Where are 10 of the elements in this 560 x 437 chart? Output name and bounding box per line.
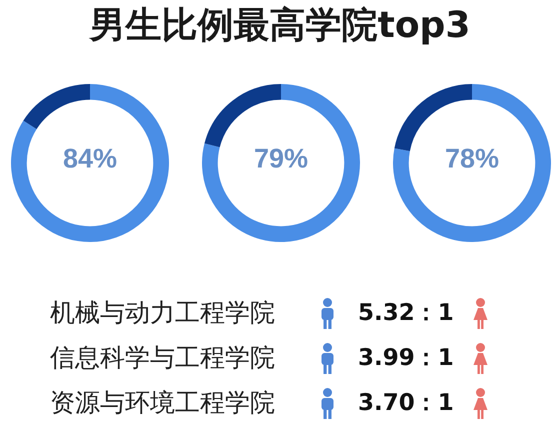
data-label: 84% bbox=[62, 143, 118, 174]
data-label: 79% bbox=[254, 143, 308, 174]
category-label: 机械与动力工程学院 bbox=[50, 297, 275, 329]
text: 3.70：1 bbox=[358, 390, 454, 416]
text: 男生比例最高学院top3 bbox=[88, 4, 472, 48]
category-label: 信息科学与工程学院 bbox=[50, 342, 275, 374]
category-label: 资源与环境工程学院 bbox=[50, 387, 275, 419]
text: 5.32：1 bbox=[358, 300, 454, 326]
text: 3.99：1 bbox=[358, 345, 454, 371]
data-label: 78% bbox=[444, 143, 500, 174]
